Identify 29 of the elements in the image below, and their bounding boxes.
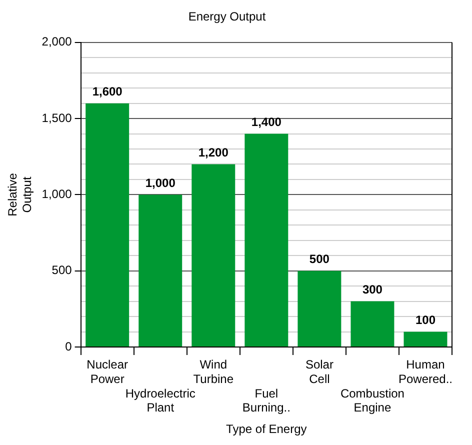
bar — [192, 164, 236, 346]
y-tick-label: 1,000 — [42, 187, 72, 202]
data-label: 1,600 — [92, 84, 123, 99]
data-label: 1,000 — [145, 176, 176, 190]
x-axis-title: Type of Energy — [226, 422, 307, 436]
data-label: 500 — [309, 252, 330, 266]
data-label: 1,200 — [198, 146, 229, 160]
bar — [350, 301, 394, 346]
y-tick-label: 1,500 — [42, 110, 72, 125]
bar — [244, 134, 288, 346]
y-axis-title: Relative Output — [6, 172, 34, 216]
x-tick-label: Nuclear Power — [86, 358, 128, 386]
chart-title: Energy Output — [188, 10, 266, 24]
bar — [404, 332, 448, 346]
bar — [298, 270, 342, 346]
x-tick-label: Fuel Burning.. — [242, 386, 290, 415]
data-label: 300 — [362, 282, 383, 297]
y-tick-label: 500 — [52, 263, 72, 278]
x-tick-label: Human Powered.. — [398, 358, 453, 386]
bar — [138, 194, 182, 346]
x-tick-label: Solar Cell — [305, 358, 334, 386]
data-label: 1,400 — [251, 115, 282, 130]
x-tick-label: Wind Turbine — [193, 358, 234, 386]
y-tick-label: 0 — [65, 339, 72, 354]
bar — [86, 103, 130, 346]
x-tick-label: Hydroelectric Plant — [125, 386, 196, 415]
data-label: 100 — [415, 313, 436, 328]
x-tick-label: Combustion Engine — [340, 386, 404, 415]
y-tick-label: 2,000 — [42, 34, 72, 49]
